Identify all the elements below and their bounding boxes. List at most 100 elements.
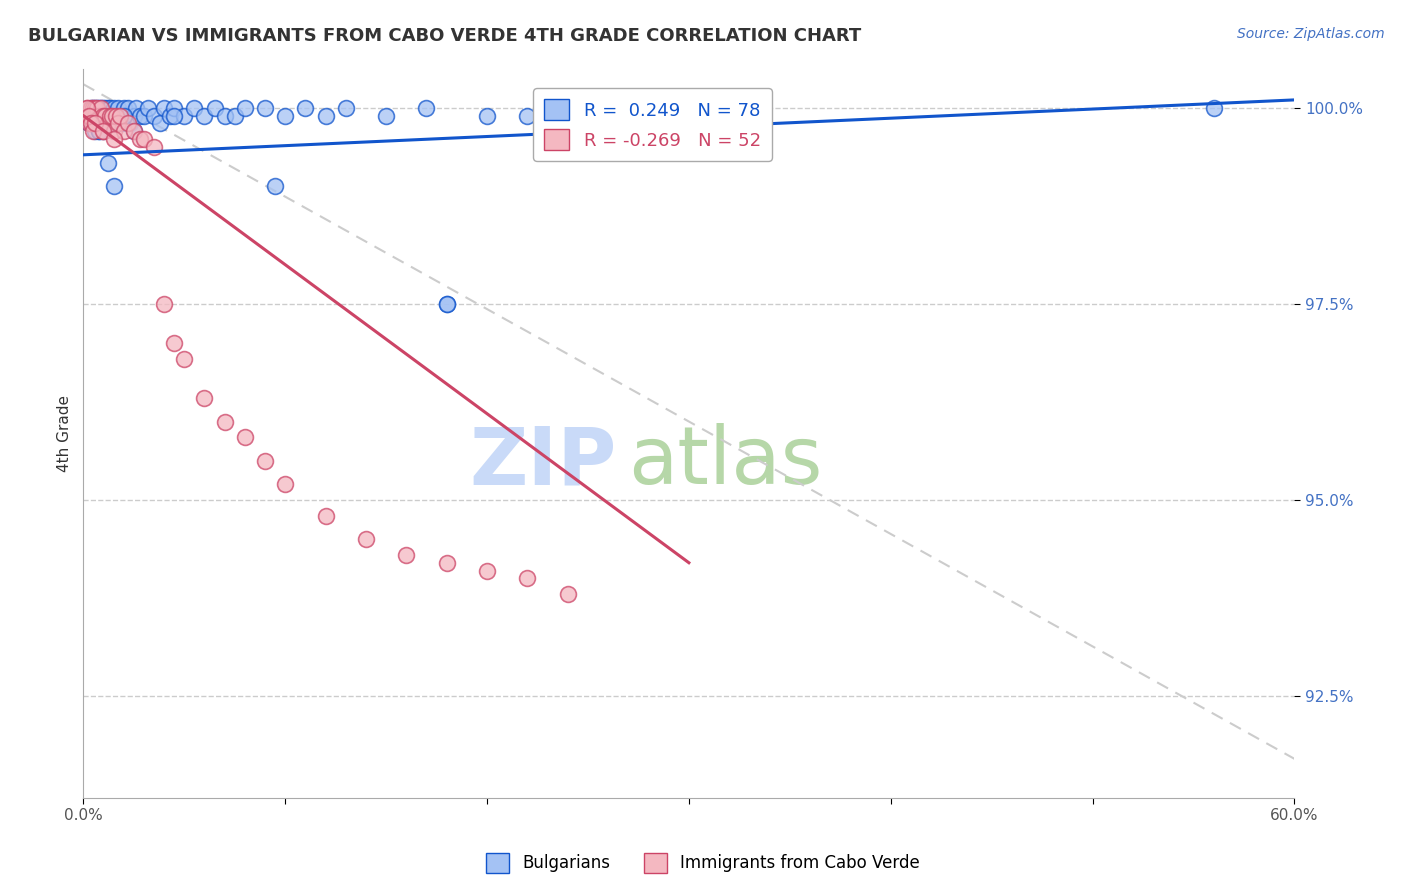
- Point: [82, 116, 104, 130]
- Point: [315, 508, 337, 523]
- Point: [94, 109, 117, 123]
- Point: [153, 101, 176, 115]
- Text: ZIP: ZIP: [470, 424, 616, 501]
- Point: [100, 109, 122, 123]
- Point: [375, 109, 398, 123]
- Point: [79, 109, 101, 123]
- Point: [233, 101, 256, 115]
- Point: [103, 179, 125, 194]
- Point: [104, 109, 127, 123]
- Legend: R =  0.249   N = 78, R = -0.269   N = 52: R = 0.249 N = 78, R = -0.269 N = 52: [533, 88, 772, 161]
- Point: [159, 109, 181, 123]
- Point: [80, 116, 103, 130]
- Point: [84, 101, 107, 115]
- Point: [98, 109, 121, 123]
- Point: [80, 101, 103, 115]
- Point: [103, 124, 125, 138]
- Point: [90, 101, 112, 115]
- Point: [86, 116, 108, 130]
- Point: [117, 101, 139, 115]
- Point: [90, 101, 112, 115]
- Point: [96, 101, 118, 115]
- Point: [76, 101, 98, 115]
- Point: [264, 179, 287, 194]
- Point: [93, 109, 115, 123]
- Point: [89, 116, 111, 130]
- Point: [96, 116, 118, 130]
- Point: [98, 116, 121, 130]
- Point: [76, 101, 98, 115]
- Point: [395, 548, 418, 562]
- Point: [79, 109, 101, 123]
- Point: [93, 109, 115, 123]
- Point: [107, 101, 129, 115]
- Point: [118, 116, 141, 130]
- Point: [82, 116, 104, 130]
- Point: [80, 109, 103, 123]
- Point: [114, 109, 136, 123]
- Point: [125, 101, 148, 115]
- Point: [86, 101, 108, 115]
- Point: [80, 101, 103, 115]
- Point: [84, 101, 107, 115]
- Point: [82, 109, 104, 123]
- Point: [112, 109, 135, 123]
- Text: atlas: atlas: [628, 424, 823, 501]
- Point: [122, 109, 145, 123]
- Point: [79, 116, 101, 130]
- Point: [84, 116, 107, 130]
- Point: [136, 101, 159, 115]
- Point: [79, 109, 101, 123]
- Point: [108, 109, 131, 123]
- Point: [436, 556, 458, 570]
- Text: Source: ZipAtlas.com: Source: ZipAtlas.com: [1237, 27, 1385, 41]
- Point: [149, 116, 172, 130]
- Point: [132, 132, 155, 146]
- Point: [436, 297, 458, 311]
- Point: [274, 109, 297, 123]
- Point: [163, 109, 186, 123]
- Point: [94, 116, 117, 130]
- Point: [84, 116, 107, 130]
- Point: [89, 109, 111, 123]
- Point: [315, 109, 337, 123]
- Point: [76, 109, 98, 123]
- Point: [173, 351, 195, 366]
- Point: [173, 109, 195, 123]
- Point: [415, 101, 437, 115]
- Point: [90, 116, 112, 130]
- Point: [163, 336, 186, 351]
- Point: [112, 101, 135, 115]
- Point: [475, 109, 498, 123]
- Point: [96, 155, 118, 169]
- Point: [128, 109, 150, 123]
- Point: [108, 109, 131, 123]
- Point: [93, 124, 115, 138]
- Point: [100, 109, 122, 123]
- Point: [82, 101, 104, 115]
- Point: [122, 124, 145, 138]
- Point: [142, 109, 165, 123]
- Point: [80, 116, 103, 130]
- Point: [122, 124, 145, 138]
- Point: [253, 101, 276, 115]
- Point: [274, 477, 297, 491]
- Point: [94, 101, 117, 115]
- Point: [89, 101, 111, 115]
- Point: [516, 109, 538, 123]
- Point: [214, 415, 236, 429]
- Point: [89, 109, 111, 123]
- Point: [84, 109, 107, 123]
- Point: [294, 101, 316, 115]
- Point: [79, 116, 101, 130]
- Point: [183, 101, 205, 115]
- Y-axis label: 4th Grade: 4th Grade: [58, 395, 72, 472]
- Point: [86, 116, 108, 130]
- Point: [82, 101, 104, 115]
- Point: [84, 109, 107, 123]
- Point: [111, 116, 134, 130]
- Point: [132, 109, 155, 123]
- Point: [335, 101, 357, 115]
- Point: [354, 532, 377, 546]
- Point: [107, 116, 129, 130]
